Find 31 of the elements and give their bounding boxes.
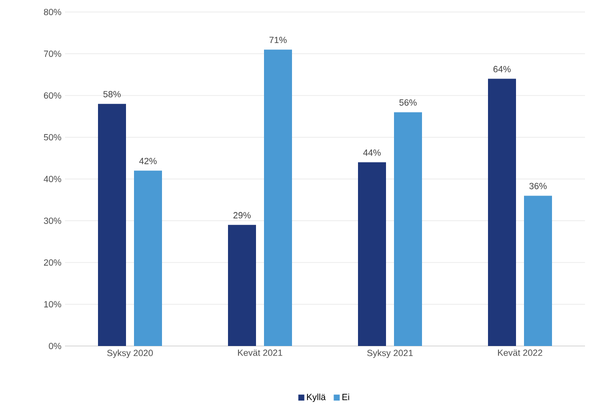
bar bbox=[98, 104, 126, 346]
y-tick-label: 10% bbox=[44, 301, 62, 308]
data-label: 71% bbox=[269, 36, 287, 44]
legend-label: Kyllä bbox=[307, 394, 326, 402]
legend-label: Ei bbox=[342, 394, 350, 400]
y-tick-label: 50% bbox=[44, 134, 62, 140]
data-label: 64% bbox=[493, 66, 511, 72]
data-label: 29% bbox=[233, 212, 251, 218]
y-tick-label: 70% bbox=[44, 50, 62, 57]
y-tick-label: 60% bbox=[44, 92, 62, 99]
bar bbox=[488, 78, 516, 346]
data-label: 44% bbox=[363, 150, 381, 156]
y-tick-label: 80% bbox=[44, 8, 62, 16]
bar bbox=[228, 224, 256, 346]
bar bbox=[134, 170, 162, 346]
x-tick-label: Syksy 2021 bbox=[367, 350, 413, 358]
data-label: 42% bbox=[139, 158, 157, 164]
y-tick-label: 20% bbox=[44, 259, 62, 266]
y-tick-label: 40% bbox=[44, 176, 62, 182]
data-label: 36% bbox=[529, 182, 547, 190]
x-tick-label: Syksy 2020 bbox=[107, 350, 153, 358]
bar bbox=[264, 50, 292, 346]
bar bbox=[394, 112, 422, 346]
y-tick-label: 30% bbox=[44, 218, 62, 224]
x-tick-label: Kevät 2021 bbox=[238, 350, 282, 356]
x-tick-label: Kevät 2022 bbox=[498, 350, 542, 356]
bar bbox=[358, 162, 386, 346]
y-tick-label: 0% bbox=[48, 342, 62, 350]
bar bbox=[524, 196, 552, 346]
data-label: 58% bbox=[103, 90, 121, 98]
data-label: 56% bbox=[399, 99, 417, 106]
